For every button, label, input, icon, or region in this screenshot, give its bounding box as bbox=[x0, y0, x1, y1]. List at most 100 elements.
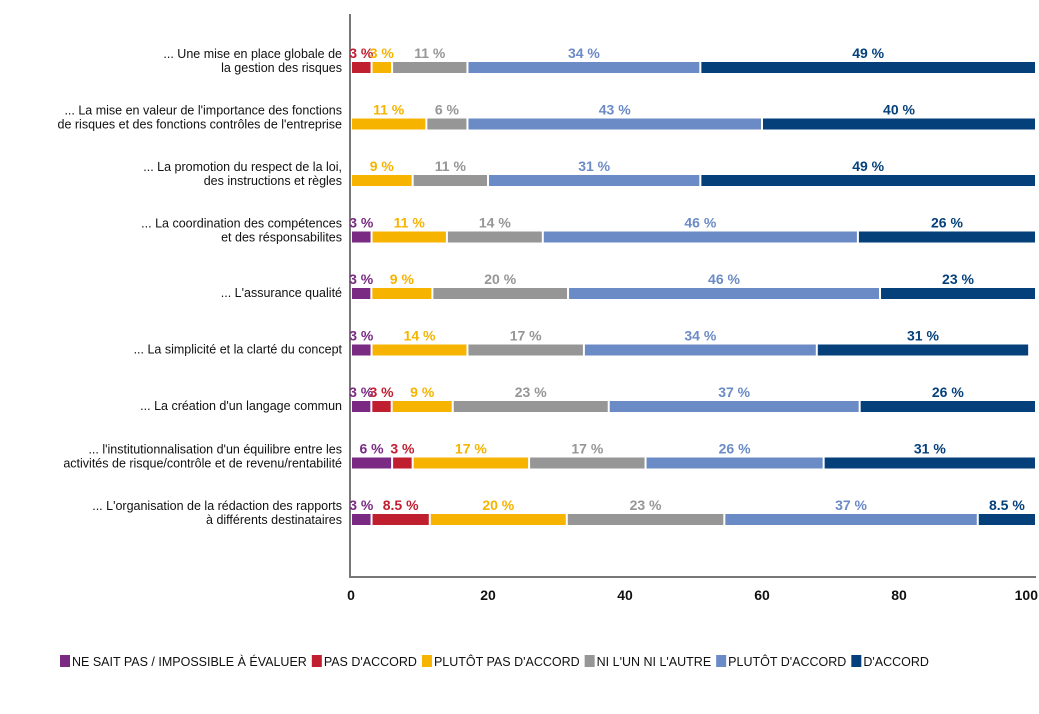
bar-segment bbox=[352, 231, 371, 243]
data-label: 34 % bbox=[568, 45, 600, 61]
x-tick-label: 40 bbox=[617, 587, 633, 603]
bar-segment bbox=[468, 344, 583, 356]
data-label: 17 % bbox=[510, 328, 542, 344]
x-tick-label: 100 bbox=[1015, 587, 1039, 603]
x-tick-label: 60 bbox=[754, 587, 770, 603]
data-label: 26 % bbox=[932, 384, 964, 400]
bar-segment bbox=[489, 175, 700, 186]
bar-segment bbox=[763, 118, 1035, 130]
bar-segment bbox=[824, 457, 1035, 469]
data-label: 37 % bbox=[718, 384, 750, 400]
category-label: ... La promotion du respect de la loi, bbox=[143, 160, 342, 174]
data-label: 3 % bbox=[369, 384, 394, 400]
data-label: 31 % bbox=[578, 158, 610, 174]
bar-segment bbox=[817, 344, 1029, 356]
bar-segment bbox=[858, 231, 1035, 243]
data-label: 14 % bbox=[479, 215, 511, 231]
data-label: 3 % bbox=[349, 45, 374, 61]
category-label: activités de risque/contrôle et de reven… bbox=[63, 457, 342, 471]
legend-swatch bbox=[311, 655, 322, 667]
data-label: 20 % bbox=[484, 271, 516, 287]
bar-segment bbox=[468, 118, 761, 130]
x-tick-label: 20 bbox=[480, 587, 496, 603]
category-label: des instructions et règles bbox=[204, 174, 342, 188]
category-label: ... Une mise en place globale de bbox=[163, 47, 342, 61]
data-label: 46 % bbox=[684, 215, 716, 231]
bar-segment bbox=[584, 344, 816, 356]
bar-segment bbox=[725, 514, 977, 525]
data-label: 11 % bbox=[435, 158, 467, 174]
bar-segment bbox=[352, 118, 426, 130]
legend-label: NE SAIT PAS / IMPOSSIBLE À ÉVALUER bbox=[72, 654, 307, 669]
data-label: 3 % bbox=[349, 328, 374, 344]
legend-swatch bbox=[421, 655, 432, 667]
bar-segment bbox=[530, 457, 645, 469]
category-label: la gestion des risques bbox=[221, 61, 342, 75]
x-tick-label: 80 bbox=[891, 587, 907, 603]
legend-swatch bbox=[584, 655, 595, 667]
data-label: 3 % bbox=[349, 271, 374, 287]
bar-segment bbox=[453, 401, 608, 412]
bar-segment bbox=[352, 514, 371, 525]
data-label: 37 % bbox=[835, 497, 867, 513]
data-label: 9 % bbox=[370, 158, 395, 174]
bar-segment bbox=[352, 62, 371, 73]
data-label: 49 % bbox=[852, 158, 884, 174]
category-label: ... La création d'un langage commun bbox=[140, 399, 342, 413]
bar-segment bbox=[569, 288, 880, 299]
bar-segment bbox=[372, 401, 391, 412]
data-label: 3 % bbox=[349, 215, 374, 231]
bar-segment bbox=[978, 514, 1035, 525]
bar-segment bbox=[372, 344, 467, 356]
data-label: 23 % bbox=[942, 271, 974, 287]
data-label: 31 % bbox=[907, 328, 939, 344]
data-label: 20 % bbox=[482, 497, 514, 513]
category-label: ... l'institutionnalisation d'un équilib… bbox=[88, 443, 342, 457]
data-label: 11 % bbox=[414, 45, 446, 61]
bar-segment bbox=[701, 62, 1035, 73]
data-label: 3 % bbox=[370, 45, 395, 61]
bar-segment bbox=[609, 401, 859, 412]
bar-segment bbox=[372, 514, 429, 525]
legend-label: PLUTÔT PAS D'ACCORD bbox=[434, 654, 580, 669]
category-label: et des résponsabilites bbox=[221, 231, 342, 245]
bar-segment bbox=[427, 118, 467, 130]
category-label: ... La simplicité et la clarté du concep… bbox=[134, 343, 343, 357]
bar-segment bbox=[393, 457, 412, 469]
data-label: 11 % bbox=[394, 215, 426, 231]
bar-segment bbox=[352, 344, 371, 356]
legend-label: PAS D'ACCORD bbox=[324, 655, 417, 669]
category-label: ... La mise en valeur de l'importance de… bbox=[64, 104, 342, 118]
bar-segment bbox=[447, 231, 542, 243]
legend-swatch bbox=[60, 655, 70, 667]
data-label: 23 % bbox=[515, 384, 547, 400]
data-label: 26 % bbox=[931, 215, 963, 231]
bar-segment bbox=[372, 62, 392, 73]
data-label: 31 % bbox=[914, 441, 946, 457]
bar-segment bbox=[413, 457, 529, 469]
bar-segment bbox=[393, 62, 467, 73]
data-label: 49 % bbox=[852, 45, 884, 61]
legend-label: D'ACCORD bbox=[863, 655, 929, 669]
data-label: 6 % bbox=[435, 102, 460, 118]
bar-segment bbox=[567, 514, 724, 525]
bar-segment bbox=[372, 288, 432, 299]
x-tick-label: 0 bbox=[347, 587, 355, 603]
category-label: à différents destinataires bbox=[206, 513, 342, 527]
data-label: 9 % bbox=[390, 271, 415, 287]
bar-segment bbox=[392, 401, 452, 412]
legend-swatch bbox=[716, 655, 727, 667]
data-label: 11 % bbox=[373, 102, 405, 118]
data-label: 3 % bbox=[349, 497, 374, 513]
bar-segment bbox=[352, 457, 392, 469]
data-label: 8.5 % bbox=[989, 497, 1025, 513]
bar-segment bbox=[433, 288, 568, 299]
bar-segment bbox=[352, 288, 371, 299]
bar-segment bbox=[372, 231, 446, 243]
bar-segment bbox=[430, 514, 566, 525]
category-label: ... L'assurance qualité bbox=[221, 286, 342, 300]
bar-segment bbox=[701, 175, 1035, 186]
category-label: de risques et des fonctions contrôles de… bbox=[58, 118, 343, 132]
data-label: 17 % bbox=[571, 441, 603, 457]
